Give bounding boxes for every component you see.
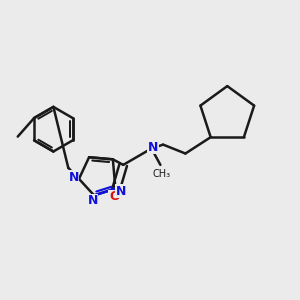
Text: CH₃: CH₃ <box>153 169 171 179</box>
Text: N: N <box>87 194 98 207</box>
Text: N: N <box>68 171 79 184</box>
Text: O: O <box>109 190 120 203</box>
Text: N: N <box>148 140 158 154</box>
Text: N: N <box>116 184 126 197</box>
